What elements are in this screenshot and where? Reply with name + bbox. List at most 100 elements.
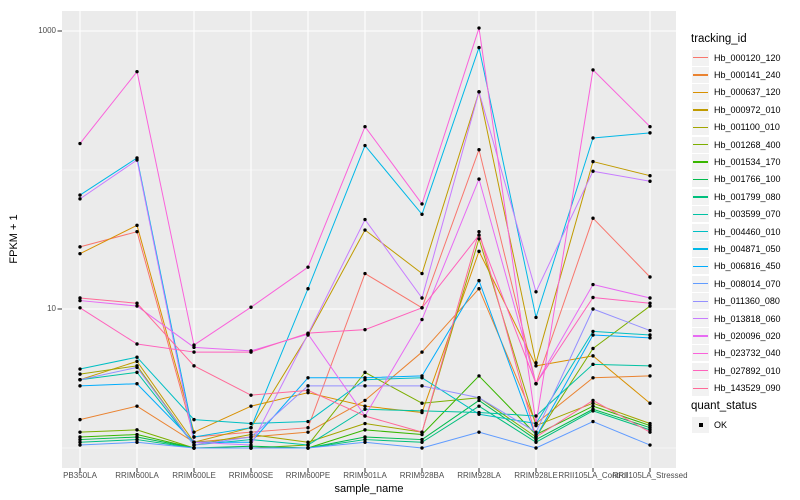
data-point	[135, 223, 139, 228]
legend-item: Hb_000141_240	[692, 66, 781, 84]
data-point	[534, 440, 538, 444]
data-point	[78, 372, 82, 376]
data-point	[591, 398, 595, 403]
data-point	[135, 69, 139, 74]
data-point	[306, 443, 310, 447]
x-tick-label: RRIM928LE	[514, 471, 558, 480]
legend-item: Hb_000972_010	[692, 101, 781, 118]
data-point	[477, 45, 481, 50]
data-point	[420, 202, 424, 206]
legend-item-quant: OK	[692, 416, 727, 433]
data-point	[306, 331, 310, 335]
data-point	[648, 301, 652, 305]
data-point	[363, 370, 367, 375]
data-point	[78, 417, 82, 422]
legend-item: Hb_001100_010	[692, 119, 781, 136]
data-point	[249, 440, 253, 444]
data-point	[477, 374, 481, 378]
data-point	[534, 430, 538, 434]
data-point	[648, 328, 652, 333]
data-point	[363, 384, 367, 388]
data-point	[78, 251, 82, 256]
data-point	[363, 437, 367, 442]
legend-item: Hb_143529_090	[692, 379, 781, 397]
data-point	[135, 404, 139, 408]
data-point	[534, 435, 538, 439]
legend-item-label: Hb_008014_070	[714, 278, 781, 289]
legend-item: Hb_027892_010	[692, 362, 781, 379]
data-point	[192, 440, 196, 444]
data-point	[591, 68, 595, 72]
legend-key-swatch	[692, 67, 709, 84]
data-point	[135, 229, 139, 234]
x-tick-label: PB350LA	[63, 471, 97, 480]
legend-key-line-icon	[693, 352, 708, 355]
legend-item: Hb_008014_070	[692, 275, 781, 292]
data-point	[363, 404, 367, 408]
data-point	[78, 430, 82, 434]
data-point	[420, 212, 424, 217]
data-point	[135, 432, 139, 437]
x-axis-title: sample_name	[334, 483, 404, 495]
legend-key-swatch	[692, 310, 709, 327]
data-point	[591, 346, 595, 351]
data-point	[591, 282, 595, 287]
data-point	[192, 350, 196, 354]
data-point	[249, 432, 253, 437]
data-point	[363, 327, 367, 332]
data-point	[306, 390, 310, 395]
legend-key-line-icon	[693, 126, 708, 128]
data-point	[363, 376, 367, 380]
legend-key-line-icon	[693, 387, 708, 389]
data-point	[78, 378, 82, 382]
data-point	[78, 443, 82, 447]
data-point	[249, 421, 253, 426]
legend-item-label: Hb_000141_240	[714, 70, 781, 81]
legend-item: Hb_001766_100	[692, 171, 781, 188]
data-point	[420, 384, 424, 388]
legend-item-label: Hb_000972_010	[714, 104, 781, 115]
data-point	[420, 430, 424, 434]
data-point	[420, 432, 424, 437]
data-point	[591, 354, 595, 358]
data-point	[135, 437, 139, 442]
legend-item-label: Hb_013818_060	[714, 313, 781, 324]
legend-key-line-icon	[693, 370, 708, 372]
data-point	[648, 275, 652, 279]
data-point	[648, 124, 652, 129]
data-point	[534, 382, 538, 386]
data-point	[363, 398, 367, 403]
data-points	[78, 26, 652, 450]
data-point	[477, 147, 481, 152]
data-point	[477, 26, 481, 30]
legend-item: Hb_020096_020	[692, 327, 781, 344]
legend-key-swatch	[692, 223, 709, 240]
legend-key-line-icon	[693, 196, 708, 198]
legend-item-label: Hb_000637_120	[714, 87, 781, 98]
data-point	[135, 304, 139, 308]
legend-key-swatch	[692, 154, 709, 171]
data-point	[249, 446, 253, 450]
data-point	[78, 245, 82, 249]
data-point	[477, 396, 481, 400]
data-point	[363, 271, 367, 276]
legend-item: Hb_000120_120	[692, 49, 781, 66]
data-point	[135, 355, 139, 359]
legend-item: Hb_001534_170	[692, 153, 781, 171]
data-point	[363, 124, 367, 129]
data-point	[534, 361, 538, 365]
legend-key-line-icon	[693, 91, 708, 94]
legend-key-swatch	[692, 240, 709, 257]
data-point	[477, 233, 481, 237]
data-point	[477, 398, 481, 403]
data-point	[135, 359, 139, 364]
legend-key-swatch	[692, 101, 709, 118]
legend-key-swatch	[692, 416, 709, 433]
data-point	[420, 437, 424, 442]
data-point	[249, 393, 253, 397]
legend-key-line-icon	[693, 74, 708, 76]
data-point	[648, 304, 652, 308]
legend-item: Hb_003599_070	[692, 206, 781, 223]
data-point	[477, 237, 481, 241]
